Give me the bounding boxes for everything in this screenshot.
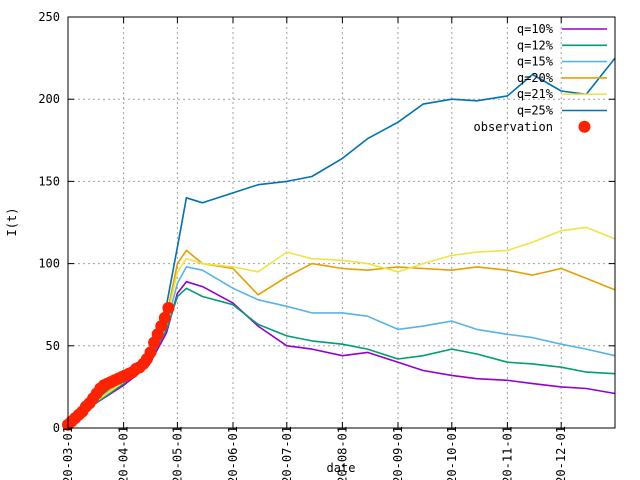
x-tick-label: 2020-11-01 — [500, 426, 514, 480]
observation-points — [62, 302, 175, 431]
legend-label: q=10% — [517, 22, 554, 36]
y-tick-label: 0 — [53, 421, 60, 435]
y-tick-label: 100 — [38, 257, 60, 271]
y-tick-label: 150 — [38, 174, 60, 188]
observation-point — [144, 346, 157, 359]
y-tick-label: 50 — [46, 339, 60, 353]
legend-point-sample — [578, 120, 591, 133]
x-tick-label: 2020-04-01 — [117, 426, 131, 480]
x-axis-label: date — [327, 461, 356, 475]
x-tick-label: 2020-10-01 — [445, 426, 459, 480]
series-line-5 — [67, 226, 616, 426]
series-line-2 — [67, 287, 616, 426]
legend-label: q=25% — [517, 104, 554, 118]
x-tick-label: 2020-03-01 — [61, 426, 75, 480]
x-tick-label: 2020-05-01 — [170, 426, 184, 480]
x-tick-label: 2020-06-01 — [226, 426, 240, 480]
legend-label: observation — [474, 120, 553, 134]
y-tick-label: 250 — [38, 10, 60, 24]
x-tick-label: 2020-07-01 — [280, 426, 294, 480]
observation-point — [162, 302, 175, 314]
y-axis-label: I(t) — [5, 208, 19, 237]
series-line-1 — [67, 280, 616, 426]
legend-label: q=12% — [517, 38, 554, 52]
legend: q=10% q=12% q=15% q=20% q=21% q=25% observatio… — [474, 22, 607, 134]
axis-ticks: 0 50 100 150 200 250 2020-03-01 2020-04-01 2020-… — [38, 10, 615, 480]
x-tick-label: 2020-08-01 — [335, 426, 349, 480]
x-tick-label: 2020-12-01 — [554, 426, 568, 480]
legend-label: q=20% — [517, 71, 554, 85]
legend-label: q=15% — [517, 55, 554, 69]
y-tick-label: 200 — [38, 92, 60, 106]
plot-frame — [67, 16, 616, 429]
legend-label: q=21% — [517, 87, 554, 101]
observation-point — [158, 311, 171, 324]
x-tick-label: 2020-09-01 — [391, 426, 405, 480]
